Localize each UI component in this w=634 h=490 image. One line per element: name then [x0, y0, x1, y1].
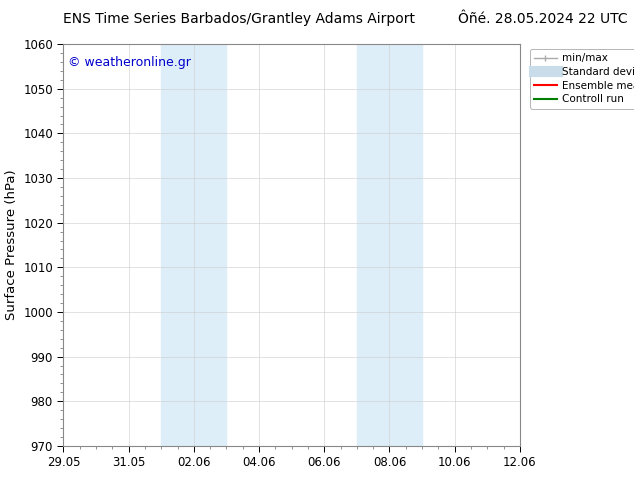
Text: Ôñé. 28.05.2024 22 UTC: Ôñé. 28.05.2024 22 UTC: [458, 12, 628, 26]
Bar: [357, 44, 422, 446]
Legend: min/max, Standard deviation, Ensemble mean run, Controll run: min/max, Standard deviation, Ensemble me…: [529, 49, 634, 109]
Text: ENS Time Series Barbados/Grantley Adams Airport: ENS Time Series Barbados/Grantley Adams …: [63, 12, 415, 26]
Text: © weatheronline.gr: © weatheronline.gr: [68, 56, 191, 69]
Bar: [161, 44, 226, 446]
Y-axis label: Surface Pressure (hPa): Surface Pressure (hPa): [4, 170, 18, 320]
